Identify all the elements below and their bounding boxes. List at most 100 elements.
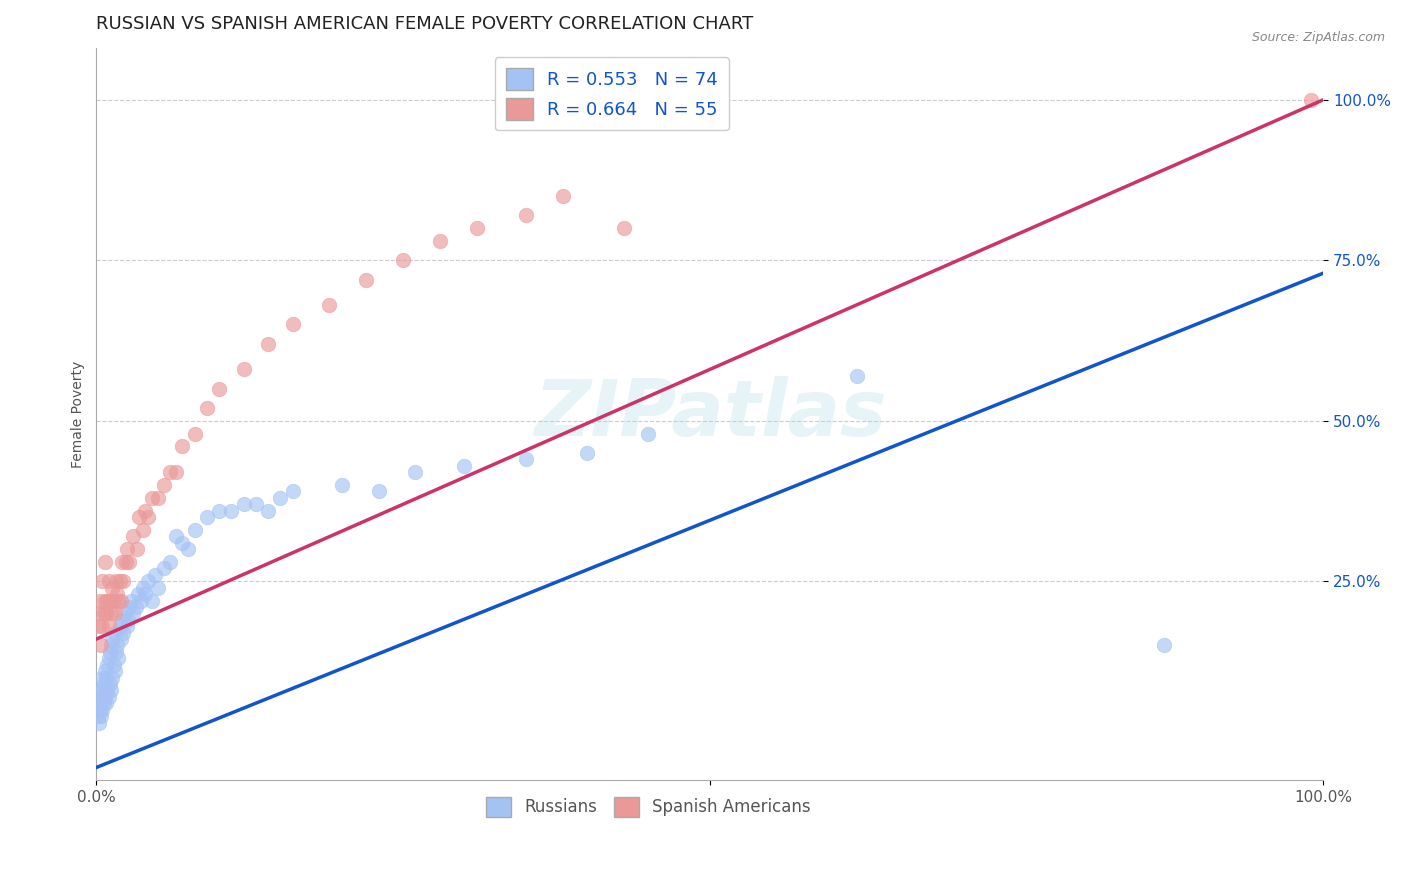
Point [100,683,122,698]
Point [107,651,129,665]
Point [128,510,150,524]
Point [129,593,152,607]
Point [111,555,134,569]
Point [846,368,869,383]
Point [122,607,145,621]
Point [356,272,378,286]
Point [97,574,120,589]
Point [117,613,139,627]
Point [551,189,574,203]
Point [146,491,169,505]
Point [232,362,254,376]
Legend: Russians, Spanish Americans: Russians, Spanish Americans [477,787,821,827]
Point [96,696,118,710]
Point [122,529,145,543]
Point [118,599,141,614]
Point [97,619,120,633]
Point [257,336,280,351]
Point [318,298,340,312]
Point [141,491,163,505]
Point [115,619,138,633]
Point [104,607,127,621]
Point [89,683,111,698]
Point [97,690,120,704]
Point [111,613,134,627]
Point [94,593,117,607]
Point [101,632,124,646]
Point [89,703,111,717]
Point [100,639,122,653]
Point [93,677,115,691]
Point [515,452,537,467]
Point [195,401,218,415]
Point [153,561,176,575]
Point [110,632,132,646]
Point [104,645,127,659]
Point [94,690,117,704]
Point [93,607,115,621]
Point [143,567,166,582]
Point [136,574,159,589]
Point [101,581,124,595]
Point [429,234,451,248]
Point [141,593,163,607]
Point [98,593,121,607]
Point [108,574,131,589]
Point [87,715,110,730]
Point [91,619,114,633]
Point [637,426,659,441]
Point [330,478,353,492]
Y-axis label: Female Poverty: Female Poverty [72,360,86,468]
Point [96,683,118,698]
Point [86,709,108,723]
Point [96,657,118,672]
Point [114,555,136,569]
Point [96,607,118,621]
Point [183,426,205,441]
Point [114,607,136,621]
Point [132,581,155,595]
Point [221,503,243,517]
Point [107,593,129,607]
Point [208,382,231,396]
Point [108,619,131,633]
Point [232,497,254,511]
Point [104,625,127,640]
Point [159,555,181,569]
Point [97,651,120,665]
Point [183,523,205,537]
Point [103,593,125,607]
Point [257,503,280,517]
Point [98,645,121,659]
Point [91,574,114,589]
Point [98,677,121,691]
Point [105,639,128,653]
Point [134,503,156,517]
Point [87,696,110,710]
Text: RUSSIAN VS SPANISH AMERICAN FEMALE POVERTY CORRELATION CHART: RUSSIAN VS SPANISH AMERICAN FEMALE POVER… [97,15,754,33]
Point [153,478,176,492]
Point [125,542,148,557]
Point [94,664,117,678]
Point [90,690,112,704]
Point [245,497,267,511]
Point [281,484,304,499]
Point [104,664,127,678]
Text: ZIPatlas: ZIPatlas [534,376,886,452]
Point [1153,639,1175,653]
Point [165,529,187,543]
Point [120,593,142,607]
Point [104,574,127,589]
Point [172,535,194,549]
Point [103,657,125,672]
Point [87,619,110,633]
Point [177,542,200,557]
Point [100,607,122,621]
Point [90,709,112,723]
Point [367,484,389,499]
Point [89,593,111,607]
Point [110,593,132,607]
Point [172,440,194,454]
Point [115,542,138,557]
Point [93,696,115,710]
